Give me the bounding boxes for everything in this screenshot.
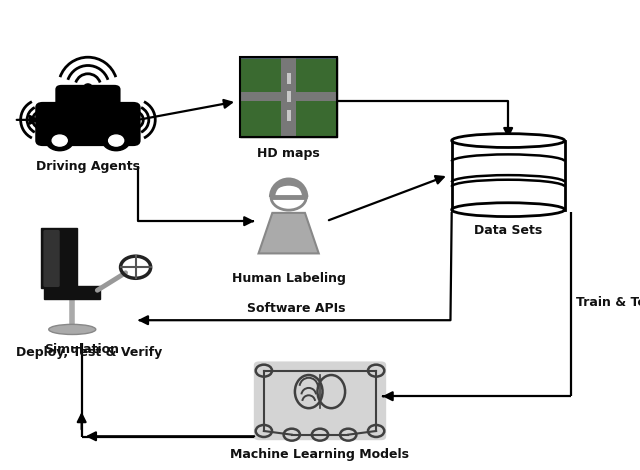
Bar — [294, 59, 337, 97]
FancyBboxPatch shape — [35, 102, 141, 146]
Polygon shape — [41, 228, 77, 288]
Ellipse shape — [49, 324, 96, 335]
Polygon shape — [44, 286, 100, 299]
Text: Machine Learning Models: Machine Learning Models — [230, 448, 410, 461]
Text: Driving Agents: Driving Agents — [36, 160, 140, 173]
Ellipse shape — [452, 203, 564, 217]
Bar — [281, 56, 296, 137]
Bar — [287, 110, 291, 121]
FancyBboxPatch shape — [254, 361, 386, 440]
FancyBboxPatch shape — [55, 85, 120, 116]
Polygon shape — [259, 213, 319, 253]
Bar — [240, 56, 337, 137]
Bar — [240, 92, 337, 102]
Bar — [287, 91, 291, 102]
FancyBboxPatch shape — [44, 230, 60, 287]
Circle shape — [109, 135, 124, 146]
Text: Data Sets: Data Sets — [474, 224, 542, 237]
Circle shape — [102, 131, 130, 151]
Circle shape — [52, 135, 67, 146]
Bar — [240, 59, 284, 97]
Bar — [452, 141, 564, 210]
Text: Deploy, Test & Verify: Deploy, Test & Verify — [16, 345, 162, 359]
Bar — [240, 99, 284, 137]
Text: HD maps: HD maps — [257, 147, 320, 160]
Ellipse shape — [452, 133, 564, 148]
Text: Human Labeling: Human Labeling — [232, 272, 346, 285]
Circle shape — [46, 131, 74, 151]
Text: Train & Test: Train & Test — [576, 297, 640, 309]
Text: Simulation: Simulation — [44, 343, 119, 356]
Circle shape — [84, 84, 92, 89]
Text: Software APIs: Software APIs — [247, 302, 346, 315]
Bar — [294, 99, 337, 137]
Bar — [287, 73, 291, 84]
Bar — [240, 56, 337, 77]
Bar — [240, 56, 337, 137]
